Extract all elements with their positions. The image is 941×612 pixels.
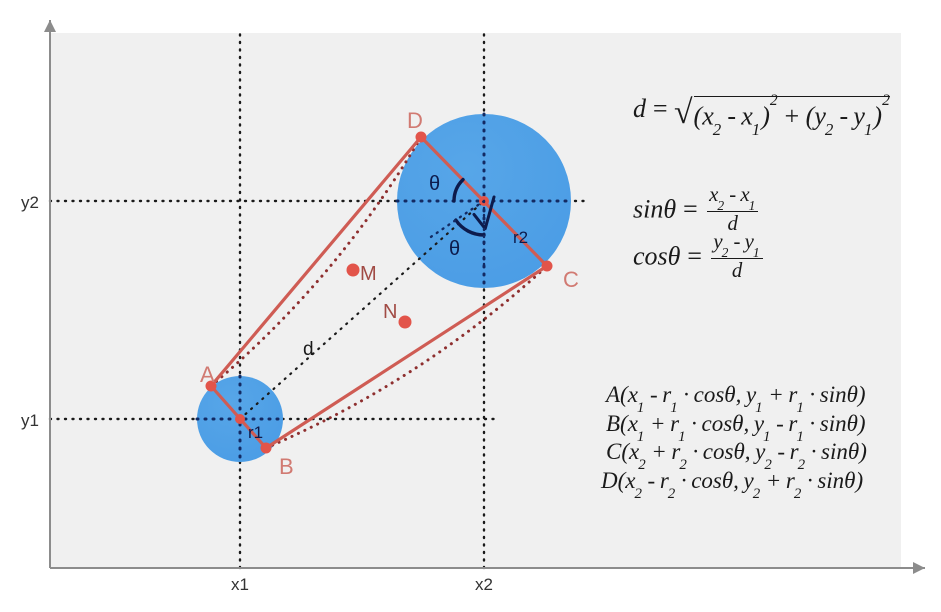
- svg-text:x1: x1: [231, 575, 249, 594]
- svg-text:B: B: [279, 454, 294, 479]
- svg-text:d: d: [303, 339, 314, 360]
- svg-text:θ: θ: [449, 238, 460, 260]
- svg-text:y2: y2: [21, 193, 39, 212]
- svg-text:C: C: [563, 267, 579, 292]
- svg-text:θ: θ: [429, 173, 440, 195]
- svg-text:r1: r1: [248, 423, 263, 442]
- svg-text:D: D: [407, 108, 423, 133]
- svg-text:N: N: [383, 301, 397, 323]
- svg-text:x2: x2: [475, 575, 493, 594]
- svg-text:y1: y1: [21, 411, 39, 430]
- svg-text:r2: r2: [513, 228, 528, 247]
- svg-text:A: A: [200, 362, 215, 387]
- svg-text:M: M: [360, 263, 377, 285]
